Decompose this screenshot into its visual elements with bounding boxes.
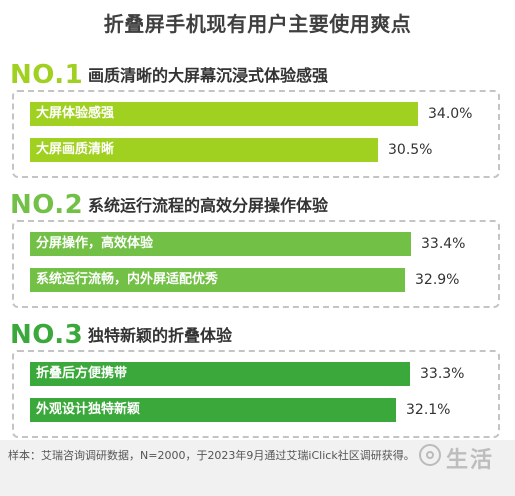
bar: 大屏体验感强 [30, 102, 418, 126]
bar: 分屏操作，高效体验 [30, 232, 411, 256]
bar: 大屏画质清晰 [30, 138, 378, 162]
rank-box [12, 220, 500, 308]
data-label: 34.0% [428, 106, 473, 122]
data-label: 33.4% [421, 236, 466, 252]
watermark-text: 生活 [446, 448, 495, 473]
rank-box [12, 90, 500, 178]
rank-number: NO.2 [10, 190, 84, 220]
rank-header: NO.3 独特新颖的折叠体验 [0, 318, 515, 352]
data-label: 30.5% [388, 142, 433, 158]
rank-header: NO.2 系统运行流程的高效分屏操作体验 [0, 188, 515, 222]
source-note: 样本：艾瑞咨询调研数据，N=2000，于2023年9月通过艾瑞iClick社区调… [8, 449, 415, 462]
bar: 折叠后方便携带 [30, 362, 410, 386]
data-label: 32.1% [406, 402, 451, 418]
rank-box [12, 350, 500, 438]
watermark-logo-icon [419, 444, 441, 466]
bar: 外观设计独特新颖 [30, 398, 396, 422]
chart-title: 折叠屏手机现有用户主要使用爽点 [103, 12, 412, 36]
rank-title: 画质清晰的大屏幕沉浸式体验感强 [88, 66, 329, 85]
footer: 样本：艾瑞咨询调研数据，N=2000，于2023年9月通过艾瑞iClick社区调… [0, 440, 515, 496]
rank-number: NO.3 [10, 320, 84, 350]
rank-title: 系统运行流程的高效分屏操作体验 [88, 196, 329, 215]
data-label: 33.3% [420, 366, 465, 382]
rank-number: NO.1 [10, 60, 84, 90]
rank-title: 独特新颖的折叠体验 [88, 326, 233, 345]
bar: 系统运行流畅，内外屏适配优秀 [30, 268, 405, 292]
data-label: 32.9% [415, 272, 460, 288]
rank-header: NO.1 画质清晰的大屏幕沉浸式体验感强 [0, 58, 515, 92]
